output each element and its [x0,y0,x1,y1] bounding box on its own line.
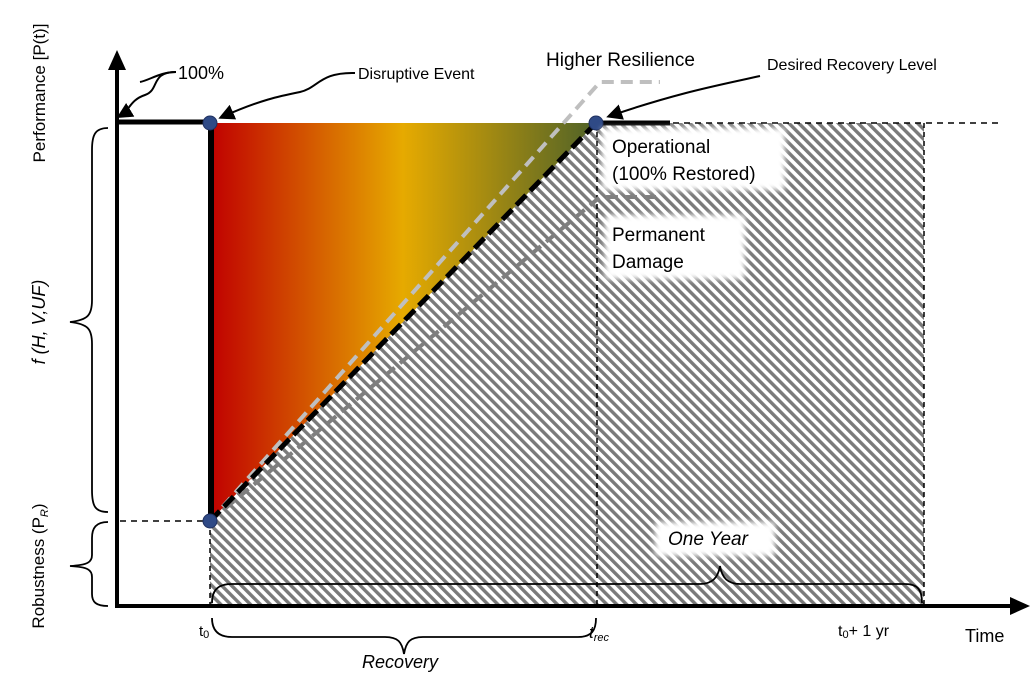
higher-resilience-label: Higher Resilience [546,50,695,71]
robustness-marker [202,513,218,529]
recovery-curve [208,121,598,523]
restored-label: (100% Restored) [612,164,756,185]
loss-triangle [210,123,596,521]
hundred-percent-arrow [116,71,177,119]
y-axis-arrow-icon [108,50,126,70]
disruptive-event-label: Disruptive Event [358,66,475,83]
desired-recovery-label: Desired Recovery Level [767,57,937,74]
higher-resilience-path [208,80,660,523]
operational-label: Operational [612,137,710,158]
damage-label: Damage [612,252,684,273]
one-year-label-background [655,522,775,556]
y-axis-label: Performance [P(t)] [30,24,49,163]
one-year-label: One Year [668,529,749,550]
disruptive-event-arrow [218,71,356,120]
recovery-marker [588,115,604,131]
hundred-percent-squiggle [139,71,177,83]
permanent-label-background [605,215,745,279]
recovery-brace [211,617,597,655]
robustness-label: Robustness (PR) [29,503,51,628]
function-label: f (H, V,UF) [29,280,49,365]
t1yr-tick-label: t0+ 1 yr [838,623,890,641]
trec-tick-label: trec [589,623,610,644]
x-axis-arrow-icon [1010,597,1030,615]
function-brace [69,127,109,513]
recovery-label: Recovery [362,652,439,672]
operational-label-background [602,128,785,190]
hundred-percent-label: 100% [178,63,224,83]
permanent-label: Permanent [612,225,706,246]
event-marker [202,115,218,131]
one-year-brace [211,565,923,604]
desired-recovery-arrow [606,75,761,120]
time-label: Time [965,626,1004,646]
robustness-brace [69,521,109,607]
t0-tick-label: t0 [199,623,209,641]
